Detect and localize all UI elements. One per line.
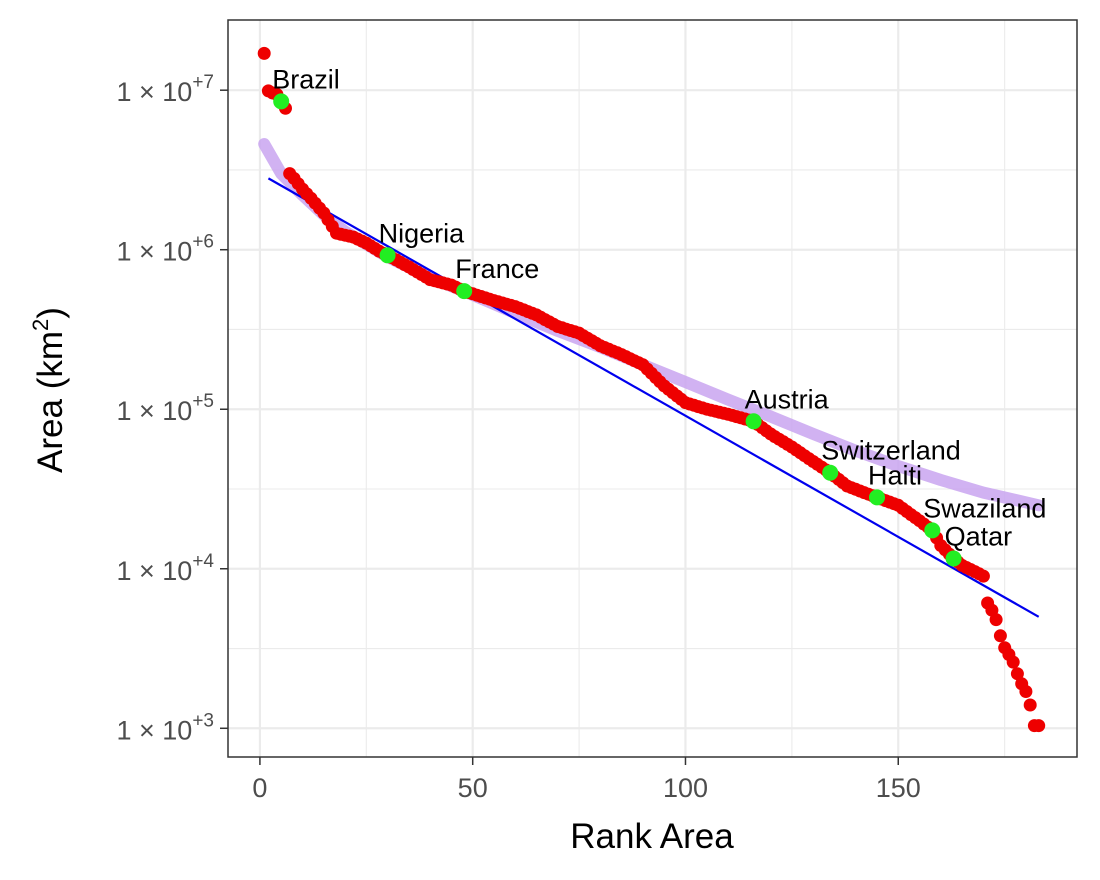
highlight-point-qatar <box>945 550 962 567</box>
label-austria: Austria <box>745 384 830 414</box>
data-point <box>257 46 271 60</box>
x-tick-label: 50 <box>458 773 488 803</box>
fit-line-path <box>267 177 1040 618</box>
highlight-point-france <box>456 283 473 300</box>
highlight-point-switzerland <box>822 464 839 481</box>
data-point <box>989 613 1003 627</box>
y-tick-label: 1 × 10+4 <box>117 551 215 586</box>
y-tick-label: 1 × 10+5 <box>117 391 215 426</box>
linear-fit-line <box>267 177 1040 618</box>
y-tick-label-exponent: +7 <box>192 72 214 93</box>
y-tick-label: 1 × 10+3 <box>117 710 215 745</box>
x-tick-label: 150 <box>876 773 921 803</box>
y-tick-label-base: 1 × 10 <box>117 237 193 267</box>
label-qatar: Qatar <box>945 522 1013 552</box>
label-swaziland: Swaziland <box>923 493 1046 523</box>
y-tick-label-base: 1 × 10 <box>117 556 193 586</box>
x-tick-label: 0 <box>252 773 267 803</box>
y-tick-label-exponent: +5 <box>192 391 214 412</box>
grid-lines <box>228 20 1077 757</box>
panel-border <box>227 19 1078 758</box>
highlight-point-haiti <box>869 489 885 506</box>
data-point <box>1032 719 1046 733</box>
x-axis-title: Rank Area <box>570 817 734 856</box>
label-switzerland: Switzerland <box>821 436 961 466</box>
y-axis-title: Area (km2) <box>28 307 70 473</box>
data-point <box>1019 685 1033 698</box>
highlight-point-austria <box>745 413 762 430</box>
y-tick-label: 1 × 10+6 <box>117 232 215 267</box>
label-haiti: Haiti <box>868 460 922 490</box>
data-point <box>1023 698 1037 712</box>
highlight-point-swaziland <box>924 522 941 539</box>
data-points <box>257 46 1046 733</box>
point-labels: Brazil Nigeria France Austria SwitzerlandHai… <box>272 64 1046 551</box>
label-france: France <box>455 254 539 284</box>
highlighted-points <box>273 93 962 567</box>
y-axis-title-superscript: 2 <box>28 319 53 331</box>
data-point <box>976 569 990 583</box>
y-tick-label: 1 × 10+7 <box>117 72 215 107</box>
y-tick-label-exponent: +6 <box>192 232 214 253</box>
label-brazil: Brazil <box>272 64 340 94</box>
y-tick-label-base: 1 × 10 <box>117 77 193 107</box>
y-tick-label-exponent: +3 <box>192 710 214 731</box>
data-point <box>993 629 1007 643</box>
x-tick-label: 100 <box>663 773 708 803</box>
y-tick-label-base: 1 × 10 <box>117 715 193 745</box>
y-axis-title-close: ) <box>31 307 70 319</box>
y-axis-title-text: Area (km <box>31 331 70 473</box>
highlight-point-brazil <box>273 93 290 110</box>
data-point <box>1010 667 1024 681</box>
data-point <box>1006 655 1020 669</box>
y-tick-label-base: 1 × 10 <box>117 396 193 426</box>
y-tick-label-exponent: +4 <box>192 551 214 572</box>
highlight-point-nigeria <box>379 247 396 264</box>
label-nigeria: Nigeria <box>379 218 466 248</box>
